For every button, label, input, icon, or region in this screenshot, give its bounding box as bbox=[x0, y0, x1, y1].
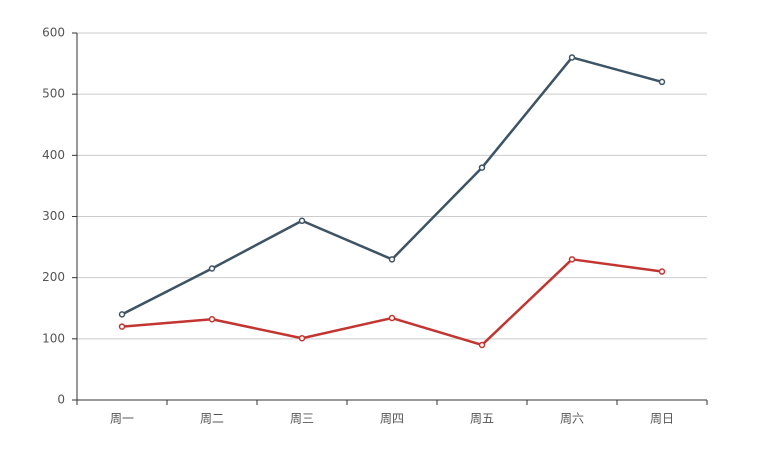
data-point bbox=[208, 316, 216, 323]
data-point bbox=[388, 314, 396, 322]
data-point bbox=[118, 323, 126, 330]
x-tick-label: 周日 bbox=[650, 412, 674, 426]
data-point bbox=[208, 265, 216, 272]
data-point bbox=[478, 164, 486, 171]
y-tick-label: 400 bbox=[42, 148, 65, 162]
x-tick-label: 周三 bbox=[290, 412, 314, 426]
y-tick-label: 500 bbox=[42, 87, 65, 101]
data-point bbox=[298, 334, 306, 342]
data-point bbox=[478, 341, 486, 349]
y-tick-label: 300 bbox=[42, 209, 65, 223]
data-point bbox=[118, 311, 126, 318]
x-tick-label: 周六 bbox=[560, 412, 584, 426]
data-point bbox=[658, 268, 666, 275]
series-line bbox=[121, 56, 663, 316]
data-point bbox=[568, 54, 576, 61]
data-point bbox=[298, 217, 306, 225]
x-tick-label: 周二 bbox=[200, 412, 224, 426]
y-tick-label: 100 bbox=[42, 331, 65, 345]
y-tick-label: 200 bbox=[42, 270, 65, 284]
x-tick-label: 周四 bbox=[380, 412, 404, 426]
x-tick-label: 周一 bbox=[110, 412, 134, 426]
data-point bbox=[658, 78, 666, 86]
y-tick-label: 0 bbox=[57, 393, 65, 407]
data-point bbox=[388, 256, 396, 263]
y-tick-label: 600 bbox=[42, 26, 65, 40]
x-tick-label: 周五 bbox=[470, 412, 494, 426]
data-point bbox=[568, 256, 576, 263]
